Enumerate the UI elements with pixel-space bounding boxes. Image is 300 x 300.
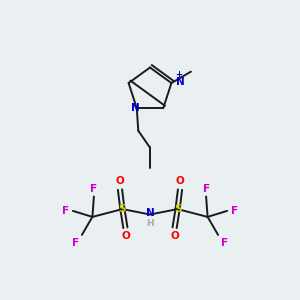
Text: F: F: [62, 206, 69, 216]
Text: F: F: [220, 238, 228, 248]
Text: N: N: [131, 103, 140, 112]
Text: +: +: [176, 70, 183, 79]
Text: F: F: [202, 184, 210, 194]
Text: O: O: [121, 231, 130, 241]
Text: S: S: [119, 204, 126, 214]
Text: S: S: [174, 204, 181, 214]
Text: F: F: [90, 184, 98, 194]
Text: F: F: [72, 238, 80, 248]
Text: N: N: [176, 77, 184, 87]
Text: O: O: [176, 176, 184, 186]
Text: F: F: [231, 206, 238, 216]
Text: H: H: [146, 219, 154, 228]
Text: O: O: [170, 231, 179, 241]
Text: N: N: [146, 208, 154, 218]
Text: O: O: [116, 176, 124, 186]
